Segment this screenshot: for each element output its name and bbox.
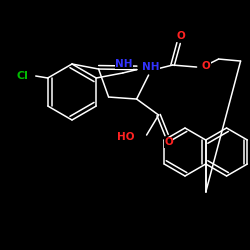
Text: NH: NH — [115, 59, 132, 69]
Text: O: O — [202, 61, 210, 71]
Text: HO: HO — [117, 132, 134, 142]
Text: O: O — [164, 137, 173, 147]
Text: NH: NH — [142, 62, 159, 72]
Text: O: O — [176, 31, 185, 41]
Text: Cl: Cl — [17, 71, 29, 81]
